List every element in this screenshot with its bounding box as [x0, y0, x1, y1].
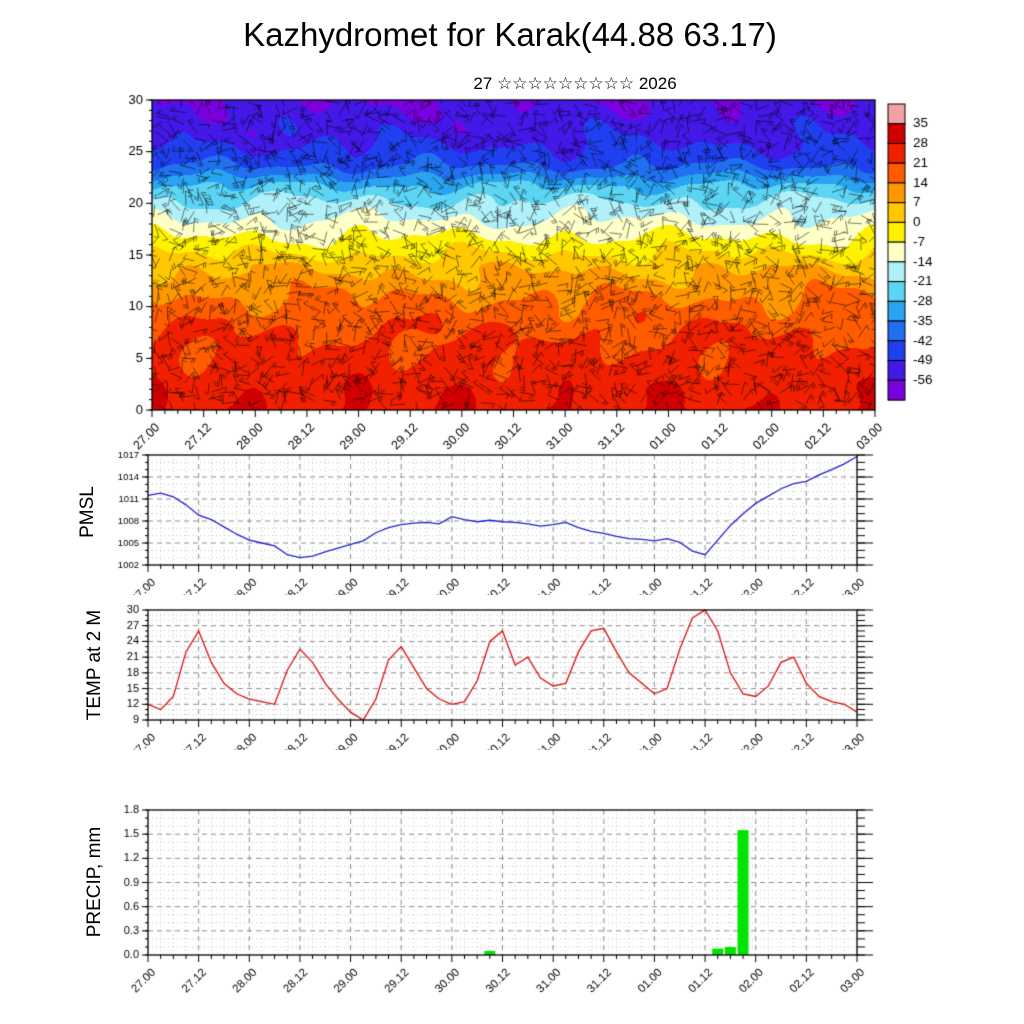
pmsl-chart: [0, 440, 1024, 595]
precip-chart: [0, 793, 1024, 1008]
temperature-cross-section-chart: [0, 92, 1024, 452]
page-title: Kazhydromet for Karak(44.88 63.17): [243, 16, 777, 53]
temp-2m-chart: [0, 595, 1024, 750]
page-subtitle: 27 ☆☆☆☆☆☆☆☆☆ 2026: [473, 74, 677, 93]
